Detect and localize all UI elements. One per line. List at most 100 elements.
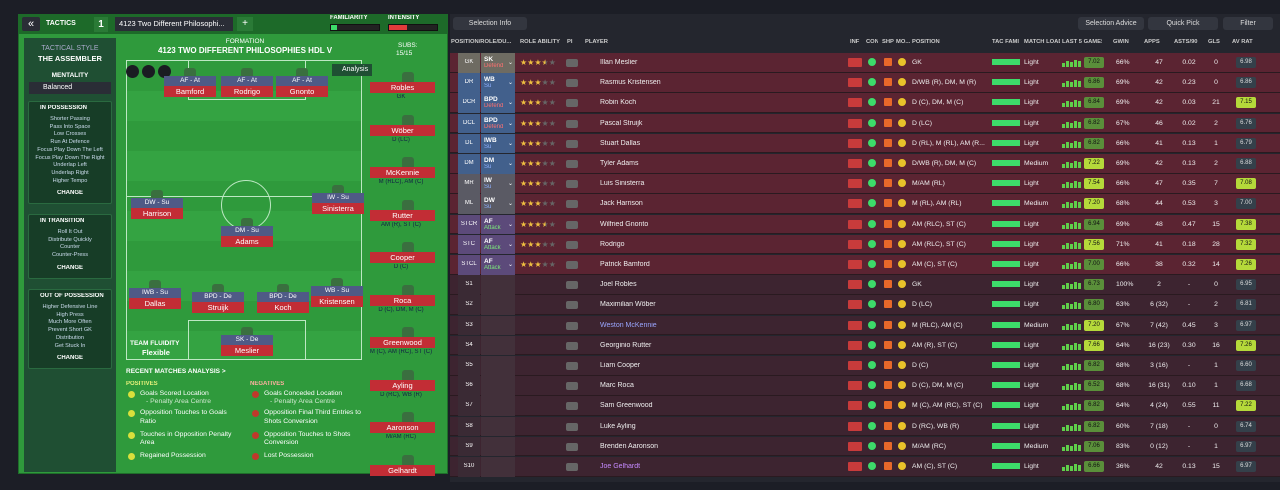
- bench-player[interactable]: Gelhardt: [370, 464, 435, 476]
- player-tag[interactable]: Dallas: [129, 298, 181, 309]
- bench-player[interactable]: Robles: [370, 82, 435, 93]
- player-tag[interactable]: Meslier: [221, 345, 273, 356]
- bench-player[interactable]: Roca: [370, 294, 435, 306]
- player-name[interactable]: Marc Roca: [600, 382, 634, 390]
- column-header[interactable]: POSITION: [912, 39, 940, 45]
- player-name[interactable]: Pascal Struijk: [600, 119, 643, 127]
- asts: 0.35: [1182, 180, 1196, 188]
- player-tag[interactable]: Sinisterra: [312, 203, 364, 214]
- role-tag[interactable]: IWB - Su: [129, 288, 181, 298]
- player-tag[interactable]: Koch: [257, 302, 309, 313]
- bench-player[interactable]: Cooper: [370, 252, 435, 263]
- column-header[interactable]: ROLE ABILITY: [520, 39, 560, 45]
- column-header[interactable]: PI: [567, 39, 573, 45]
- role-tag[interactable]: WB - Su: [311, 286, 363, 296]
- player-name[interactable]: Jack Harrison: [600, 200, 643, 208]
- role-tag[interactable]: IW - Su: [312, 193, 364, 203]
- last5-rating: 7.20: [1084, 198, 1104, 210]
- column-header[interactable]: GWIN: [1113, 39, 1129, 45]
- av-rating: 7.22: [1236, 400, 1256, 412]
- column-header[interactable]: AV RAT: [1232, 39, 1253, 45]
- player-tag[interactable]: Harrison: [131, 208, 183, 219]
- column-header[interactable]: ASTS/90: [1174, 39, 1198, 45]
- column-header[interactable]: PLAYER: [585, 39, 608, 45]
- player-name[interactable]: Tyler Adams: [600, 160, 639, 167]
- player-name[interactable]: Joe Gelhardt: [600, 463, 641, 470]
- tac-fam-bar: [992, 180, 1020, 187]
- player-name[interactable]: Georginio Rutter: [600, 341, 652, 349]
- filter-button[interactable]: Filter: [1223, 17, 1273, 30]
- player-name[interactable]: Luke Ayling: [600, 422, 636, 430]
- last5-rating: 6.73: [1084, 279, 1104, 291]
- bench-player[interactable]: Wöber: [370, 124, 435, 136]
- form-bar: [1074, 80, 1077, 88]
- player-tag[interactable]: Gnonto: [276, 86, 328, 97]
- column-header[interactable]: TAC FAMI: [992, 39, 1019, 45]
- column-header[interactable]: CON: [866, 39, 878, 45]
- column-header[interactable]: POSITION/ROLE/DU...: [451, 39, 511, 45]
- role-tag[interactable]: AF - At: [276, 76, 328, 86]
- analysis-title[interactable]: RECENT MATCHES ANALYSIS >: [126, 368, 226, 375]
- player-name[interactable]: Sam Greenwood: [600, 402, 653, 410]
- role-tag[interactable]: BPD - De: [257, 292, 309, 302]
- player-tag[interactable]: Bamford: [164, 86, 216, 97]
- player-tag[interactable]: Adams: [221, 236, 273, 247]
- bench-player[interactable]: Aaronson: [370, 422, 435, 433]
- selection-info-button[interactable]: Selection Info: [453, 17, 527, 30]
- bench-player[interactable]: Greenwood: [370, 337, 435, 348]
- slot-number[interactable]: 1: [94, 17, 108, 32]
- role-tag[interactable]: DM - Su: [221, 226, 273, 236]
- role-tag[interactable]: DW - Su: [131, 198, 183, 208]
- apps: 41: [1155, 139, 1163, 147]
- player-name[interactable]: Wilfried Gnonto: [600, 220, 649, 228]
- column-header[interactable]: SHP: [882, 39, 894, 45]
- form-bar: [1062, 366, 1065, 370]
- mentality-select[interactable]: Balanced: [29, 82, 111, 94]
- view-button[interactable]: [126, 65, 139, 78]
- role-tag[interactable]: AF - At: [164, 76, 216, 86]
- column-header[interactable]: MATCH LOAD: [1024, 39, 1060, 45]
- player-tag[interactable]: Rodrigo: [221, 86, 273, 97]
- player-name[interactable]: Patrick Bamford: [600, 261, 650, 268]
- player-name[interactable]: Rasmus Kristensen: [600, 79, 661, 87]
- player-name[interactable]: Rodrigo: [600, 240, 625, 248]
- change-button[interactable]: CHANGE: [56, 190, 83, 197]
- column-header[interactable]: GLS: [1208, 39, 1220, 45]
- tactic-select[interactable]: 4123 Two Different Philosophi...: [115, 17, 233, 31]
- role-ability: ★★★★★: [520, 239, 556, 249]
- column-header[interactable]: INF: [850, 39, 860, 45]
- role-tag[interactable]: SK - De: [221, 335, 273, 345]
- slot: S7: [465, 402, 473, 409]
- add-button[interactable]: +: [237, 17, 253, 31]
- player-name[interactable]: Stuart Dallas: [600, 139, 641, 147]
- bench-player[interactable]: McKennie: [370, 167, 435, 178]
- player-name[interactable]: Brenden Aaronson: [600, 442, 658, 450]
- column-header[interactable]: LAST 5 GAMES: [1062, 39, 1102, 45]
- view-button[interactable]: [158, 65, 171, 78]
- player-name[interactable]: Liam Cooper: [600, 362, 641, 369]
- change-button[interactable]: CHANGE: [56, 264, 83, 271]
- player-name[interactable]: Luis Sinisterra: [600, 180, 645, 188]
- bench-player[interactable]: Rutter: [370, 209, 435, 221]
- player-name[interactable]: Maximilian Wöber: [600, 301, 656, 309]
- analysis-button[interactable]: Analysis: [332, 64, 372, 76]
- form-bar: [1062, 467, 1065, 471]
- player-name[interactable]: Joel Robles: [600, 281, 637, 289]
- player-tag[interactable]: Struijk: [192, 302, 244, 313]
- empty-role: [481, 356, 515, 376]
- view-button[interactable]: [142, 65, 155, 78]
- role-tag[interactable]: BPD - De: [192, 292, 244, 302]
- quick-pick-button[interactable]: Quick Pick: [1148, 17, 1218, 30]
- shp-icon: [884, 280, 892, 289]
- role-tag[interactable]: AF - At: [221, 76, 273, 86]
- bench-player[interactable]: Ayling: [370, 379, 435, 391]
- player-name[interactable]: Illan Meslier: [600, 59, 638, 66]
- player-tag[interactable]: Kristensen: [311, 296, 363, 307]
- column-header[interactable]: MO...: [896, 39, 910, 45]
- player-name[interactable]: Robin Koch: [600, 99, 637, 107]
- column-header[interactable]: APPS: [1144, 39, 1160, 45]
- back-button[interactable]: «: [22, 17, 40, 31]
- change-button[interactable]: CHANGE: [56, 355, 83, 362]
- selection-advice-button[interactable]: Selection Advice: [1078, 17, 1144, 30]
- player-name[interactable]: Weston McKennie: [600, 321, 657, 329]
